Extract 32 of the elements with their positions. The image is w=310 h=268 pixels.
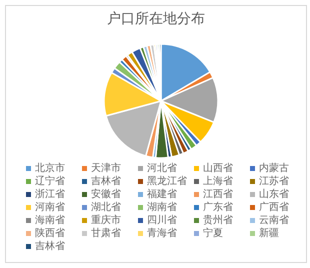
legend-label: 山西省	[203, 162, 233, 175]
legend-label: 湖南省	[147, 201, 177, 214]
legend-label: 云南省	[259, 214, 289, 227]
legend-label: 天津市	[91, 162, 121, 175]
legend-label: 江西省	[203, 188, 233, 201]
legend-label: 贵州省	[203, 214, 233, 227]
legend-label: 陕西省	[35, 227, 65, 240]
legend-label: 四川省	[147, 214, 177, 227]
legend-label: 福建省	[147, 188, 177, 201]
legend-label: 安徽省	[91, 188, 121, 201]
legend-label: 广东省	[203, 201, 233, 214]
legend-label: 河南省	[35, 201, 65, 214]
legend-label: 广西省	[259, 201, 289, 214]
legend-label: 宁夏	[203, 227, 223, 240]
legend-label: 辽宁省	[35, 175, 65, 188]
legend-label: 内蒙古	[259, 162, 289, 175]
legend-label: 山东省	[259, 188, 289, 201]
legend-label: 新疆	[259, 227, 279, 240]
legend-label: 海南省	[35, 214, 65, 227]
legend-label: 青海省	[147, 227, 177, 240]
chart-title: 户口所在地分布	[106, 10, 206, 28]
legend-label: 江苏省	[259, 175, 289, 188]
legend-label: 吉林省	[35, 240, 65, 253]
legend-label: 河北省	[147, 162, 177, 175]
legend-label: 湖北省	[91, 201, 121, 214]
legend-label: 浙江省	[35, 188, 65, 201]
legend-label: 上海省	[203, 175, 233, 188]
legend-label: 吉林省	[91, 175, 121, 188]
legend-label: 甘肃省	[91, 227, 121, 240]
legend-label: 北京市	[35, 162, 65, 175]
legend-label: 黑龙江省	[147, 175, 187, 188]
legend-label: 重庆市	[91, 214, 121, 227]
